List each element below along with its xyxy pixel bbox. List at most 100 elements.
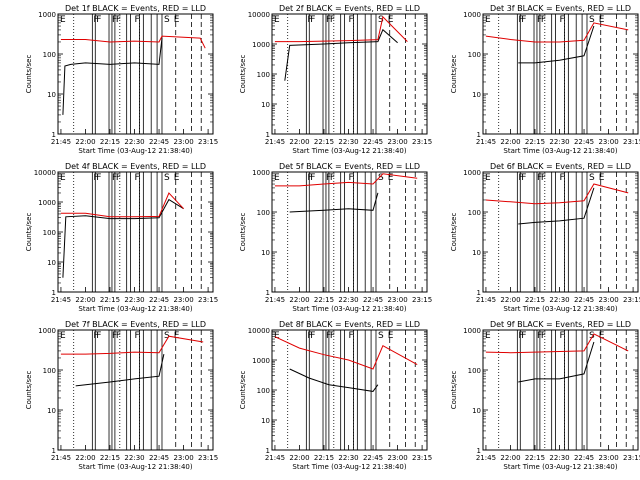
- x-axis-title: Start Time (03-Aug-12 21:38:40): [78, 147, 192, 155]
- y-tick-label: 1000: [463, 11, 481, 19]
- x-tick-label: 23:15: [412, 296, 432, 304]
- lld-series-line: [485, 22, 629, 43]
- x-tick-label: 23:00: [598, 454, 618, 462]
- flag-letter: E: [599, 173, 605, 183]
- x-tick-label: 23:00: [598, 138, 618, 146]
- x-tick-label: 22:30: [124, 454, 144, 462]
- x-tick-label: 22:45: [574, 296, 594, 304]
- flag-letter: F: [560, 15, 565, 25]
- lld-series-line: [485, 183, 629, 205]
- x-tick-label: 22:30: [124, 138, 144, 146]
- flag-letter: F: [521, 15, 526, 25]
- flag-letter: F: [112, 331, 117, 341]
- flag-letter: F: [521, 173, 526, 183]
- flag-letter: E: [60, 331, 66, 341]
- panel-title: Det 1f BLACK = Events, RED = LLD: [65, 4, 206, 13]
- x-tick-label: 22:00: [500, 296, 520, 304]
- flag-letter: E: [388, 331, 394, 341]
- y-tick-label: 1: [52, 447, 56, 455]
- flag-letter: E: [174, 173, 180, 183]
- flag-letter: S: [589, 15, 595, 25]
- x-tick-label: 22:45: [363, 138, 383, 146]
- flag-letter: F: [541, 15, 546, 25]
- lld-series-line: [274, 336, 418, 370]
- flag-letter: F: [541, 173, 546, 183]
- y-tick-label: 100: [43, 229, 56, 237]
- x-tick-label: 22:00: [500, 138, 520, 146]
- x-tick-label: 21:45: [265, 454, 285, 462]
- flag-letter: F: [330, 331, 335, 341]
- x-axis-title: Start Time (03-Aug-12 21:38:40): [503, 305, 617, 313]
- events-series-line: [62, 38, 163, 115]
- flag-letter: S: [378, 331, 384, 341]
- x-tick-label: 22:15: [525, 454, 545, 462]
- x-axis-title: Start Time (03-Aug-12 21:38:40): [503, 463, 617, 471]
- flag-letter: F: [96, 331, 101, 341]
- y-tick-label: 10: [47, 407, 56, 415]
- x-tick-label: 22:30: [549, 454, 569, 462]
- y-tick-label: 1: [477, 289, 481, 297]
- flag-letter: F: [330, 173, 335, 183]
- x-tick-label: 22:30: [549, 296, 569, 304]
- y-tick-label: 100: [257, 387, 270, 395]
- lld-series-line: [485, 333, 629, 354]
- flag-letter: S: [164, 173, 170, 183]
- flag-letter: F: [330, 15, 335, 25]
- y-axis-title: Counts/sec: [450, 55, 458, 94]
- flag-letter: F: [112, 173, 117, 183]
- flag-letter: F: [135, 331, 140, 341]
- x-tick-label: 22:00: [289, 138, 309, 146]
- x-tick-label: 21:45: [51, 138, 71, 146]
- x-tick-label: 22:15: [525, 138, 545, 146]
- y-axis-title: Counts/sec: [239, 371, 247, 410]
- flag-letter: E: [174, 15, 180, 25]
- flag-letter: E: [60, 173, 66, 183]
- flag-letter: F: [307, 331, 312, 341]
- flag-letter: S: [589, 173, 595, 183]
- y-tick-label: 1000: [38, 11, 56, 19]
- x-tick-label: 23:00: [173, 138, 193, 146]
- flag-letter: F: [518, 331, 523, 341]
- flag-letter: F: [349, 173, 354, 183]
- y-tick-label: 1: [477, 447, 481, 455]
- x-axis-title: Start Time (03-Aug-12 21:38:40): [503, 147, 617, 155]
- y-tick-label: 1: [266, 447, 270, 455]
- x-tick-label: 22:00: [500, 454, 520, 462]
- x-tick-label: 22:30: [549, 138, 569, 146]
- y-tick-label: 1000: [463, 327, 481, 335]
- y-tick-label: 1: [477, 131, 481, 139]
- x-tick-label: 22:45: [149, 454, 169, 462]
- y-tick-label: 100: [257, 71, 270, 79]
- x-tick-label: 23:00: [173, 454, 193, 462]
- events-series-line: [518, 187, 595, 225]
- y-tick-label: 10: [472, 407, 481, 415]
- x-tick-label: 22:00: [289, 454, 309, 462]
- flag-letter: F: [93, 15, 98, 25]
- x-tick-label: 23:15: [412, 454, 432, 462]
- flag-letter: F: [349, 331, 354, 341]
- flag-letter: F: [93, 173, 98, 183]
- y-axis-title: Counts/sec: [450, 213, 458, 252]
- flag-letter: S: [378, 15, 384, 25]
- flag-letter: F: [307, 173, 312, 183]
- x-tick-label: 23:15: [623, 138, 640, 146]
- events-series-line: [284, 28, 398, 81]
- x-axis-title: Start Time (03-Aug-12 21:38:40): [292, 147, 406, 155]
- flag-letter: F: [326, 331, 331, 341]
- panel-title: Det 4f BLACK = Events, RED = LLD: [65, 162, 206, 171]
- x-tick-label: 22:45: [149, 296, 169, 304]
- lld-series-line: [60, 192, 184, 218]
- flag-letter: E: [274, 15, 280, 25]
- x-tick-label: 22:15: [314, 454, 334, 462]
- flag-letter: F: [349, 15, 354, 25]
- y-axis-title: Counts/sec: [25, 371, 33, 410]
- y-tick-label: 10: [261, 101, 270, 109]
- x-tick-label: 23:15: [198, 138, 218, 146]
- y-tick-label: 100: [468, 209, 481, 217]
- y-axis-title: Counts/sec: [25, 55, 33, 94]
